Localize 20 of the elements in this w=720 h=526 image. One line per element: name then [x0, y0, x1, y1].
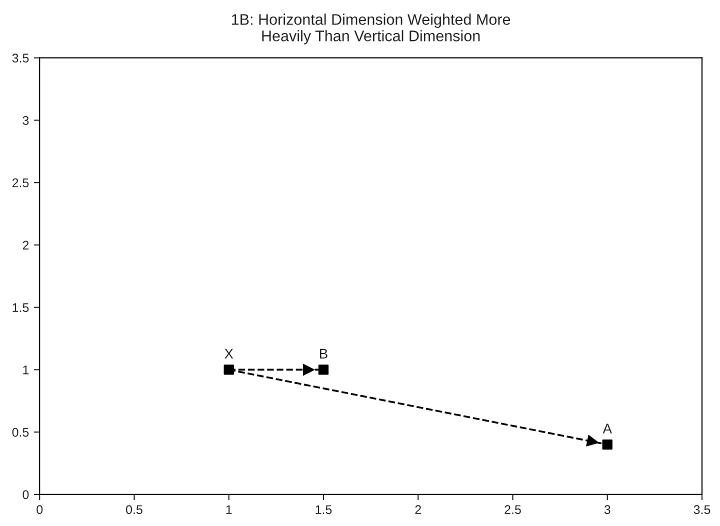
x-tick-label: 2.5	[504, 505, 521, 514]
y-tick-label: 2	[22, 240, 29, 250]
x-tick-label: 1	[226, 505, 232, 514]
y-tick-label: 1	[23, 366, 29, 374]
x-tick-label: 0	[36, 505, 43, 514]
x-tick-label: 1.5	[316, 505, 332, 514]
x-tick-label: 3	[604, 505, 610, 514]
y-tick-label: 3.5	[12, 54, 29, 63]
y-tick-label: 3	[22, 116, 29, 125]
annotation: B	[320, 348, 328, 358]
x-tick-label: 3.5	[694, 505, 710, 514]
x-tick-label: 0.5	[126, 505, 142, 514]
y-tick-label: 2.5	[12, 178, 29, 188]
x-tick-label: 2	[415, 505, 421, 514]
y-tick-label: 0.5	[12, 428, 29, 437]
annotation: A	[602, 424, 612, 434]
y-tick-label: 1.5	[12, 303, 29, 312]
annotation: X	[224, 348, 234, 358]
y-tick-label: 0	[22, 490, 29, 500]
chart-title: 1B: Horizontal Dimension Weighted More Heavily Than Vertical Dimension	[232, 14, 510, 44]
